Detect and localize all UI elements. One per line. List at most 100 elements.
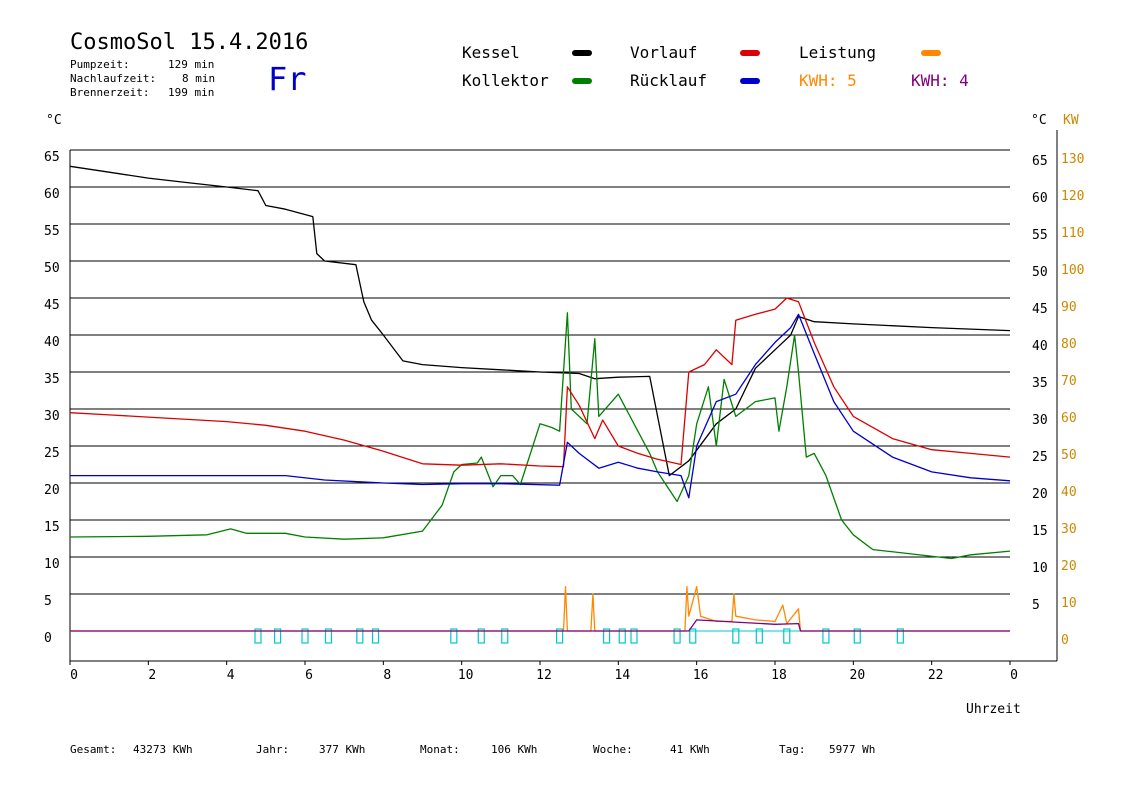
y2-celsius-tick-label: 25 [1032, 450, 1048, 465]
legend-kessel-swatch [572, 50, 592, 56]
y2-celsius-tick-label: 5 [1032, 598, 1040, 613]
jahr-value: 377 KWh [319, 743, 366, 756]
y-tick-label: 35 [44, 372, 60, 387]
legend-kollektor-swatch [572, 78, 592, 84]
pump-marker [324, 628, 333, 644]
legend-kwh-orange: KWH: 5 [799, 71, 857, 90]
y2-celsius-tick-label: 40 [1032, 339, 1048, 354]
right-unit-c: °C [1031, 113, 1047, 128]
gesamt-value: 43273 KWh [133, 743, 193, 756]
x-tick-label: 6 [305, 668, 313, 683]
y2-kw-tick-label: 10 [1061, 596, 1077, 611]
legend-kessel: Kessel [462, 43, 520, 62]
y2-celsius-tick-label: 30 [1032, 413, 1048, 428]
y2-kw-tick-label: 60 [1061, 411, 1077, 426]
y2-kw-tick-label: 20 [1061, 559, 1077, 574]
y2-celsius-tick-label: 45 [1032, 302, 1048, 317]
y2-celsius-tick-label: 15 [1032, 524, 1048, 539]
x-axis-label: Uhrzeit [966, 702, 1021, 717]
legend-ruecklauf: Rücklauf [630, 71, 708, 90]
pump-marker [555, 628, 564, 644]
pump-marker [732, 628, 740, 644]
y-tick-label: 65 [44, 150, 60, 165]
y2-celsius-tick-label: 10 [1032, 561, 1048, 576]
pump-marker [356, 628, 364, 644]
legend-leistung: Leistung [799, 43, 877, 62]
legend-ruecklauf-swatch [740, 78, 760, 84]
y-tick-label: 55 [44, 224, 60, 239]
y2-kw-tick-label: 110 [1061, 226, 1084, 241]
pump-value: 129 min [168, 58, 215, 71]
pump-marker [853, 628, 861, 644]
chart-title: CosmoSol 15.4.2016 [70, 30, 309, 55]
y2-kw-tick-label: 100 [1061, 263, 1084, 278]
nachlauf-label: Nachlaufzeit: [70, 72, 157, 85]
x-tick-label: 12 [536, 668, 552, 683]
y-tick-label: 5 [44, 594, 52, 609]
x-tick-label: 20 [850, 668, 866, 683]
pump-marker [783, 628, 791, 644]
y-tick-label: 40 [44, 335, 60, 350]
legend-leistung-swatch [921, 50, 941, 56]
y2-celsius-tick-label: 50 [1032, 265, 1048, 280]
y-tick-label: 0 [44, 631, 52, 646]
y-tick-label: 50 [44, 261, 60, 276]
pump-marker [301, 628, 309, 644]
y-tick-label: 10 [44, 557, 60, 572]
monat-label: Monat: [420, 743, 460, 756]
y2-kw-tick-label: 30 [1061, 522, 1077, 537]
jahr-label: Jahr: [256, 743, 290, 756]
pump-marker [254, 628, 262, 644]
pump-marker [755, 628, 763, 644]
monat-value: 106 KWh [491, 743, 538, 756]
series-line-vorlauf [69, 297, 1011, 468]
x-tick-label: 4 [227, 668, 235, 683]
y2-kw-tick-label: 40 [1061, 485, 1077, 500]
y-tick-label: 30 [44, 409, 60, 424]
x-tick-label: 16 [693, 668, 709, 683]
woche-label: Woche: [593, 743, 633, 756]
woche-value: 41 KWh [670, 743, 710, 756]
pump-marker [822, 628, 830, 644]
y2-celsius-tick-label: 20 [1032, 487, 1048, 502]
y2-celsius-tick-label: 60 [1032, 191, 1048, 206]
x-tick-label: 8 [383, 668, 391, 683]
tag-label: Tag: [779, 743, 806, 756]
y2-celsius-tick-label: 55 [1032, 228, 1048, 243]
pump-marker [501, 628, 509, 644]
y2-kw-tick-label: 80 [1061, 337, 1077, 352]
gesamt-label: Gesamt: [70, 743, 117, 756]
y-tick-label: 20 [44, 483, 60, 498]
y-tick-label: 60 [44, 187, 60, 202]
pump-label: Pumpzeit: [70, 58, 130, 71]
series-line-leistung [70, 585, 1010, 632]
y2-kw-tick-label: 0 [1061, 633, 1069, 648]
x-tick-label: 14 [615, 668, 631, 683]
pump-marker [273, 628, 282, 644]
y-tick-label: 15 [44, 520, 60, 535]
legend-vorlauf: Vorlauf [630, 43, 698, 62]
series-line-rücklauf [70, 313, 1011, 499]
x-tick-label: 18 [771, 668, 787, 683]
legend-kollektor: Kollektor [462, 71, 549, 90]
pump-marker [673, 628, 681, 644]
right-unit-kw: KW [1063, 113, 1079, 128]
y2-celsius-tick-label: 35 [1032, 376, 1048, 391]
x-tick-label: 0 [1010, 668, 1018, 683]
pump-marker [371, 628, 380, 644]
x-tick-label: 22 [928, 668, 944, 683]
y-tick-label: 25 [44, 446, 60, 461]
y2-celsius-tick-label: 65 [1032, 154, 1048, 169]
pump-marker [477, 628, 485, 644]
nachlauf-value: 8 min [182, 72, 216, 85]
y2-kw-tick-label: 90 [1061, 300, 1077, 315]
y2-kw-tick-label: 120 [1061, 189, 1084, 204]
y2-kw-tick-label: 130 [1061, 152, 1084, 167]
legend-kwh-purple: KWH: 4 [911, 71, 969, 90]
pump-marker [602, 628, 611, 644]
x-tick-label: 10 [458, 668, 474, 683]
weekday: Fr [268, 60, 307, 98]
pump-marker [618, 628, 626, 644]
series-line-kollektor [69, 312, 1011, 560]
